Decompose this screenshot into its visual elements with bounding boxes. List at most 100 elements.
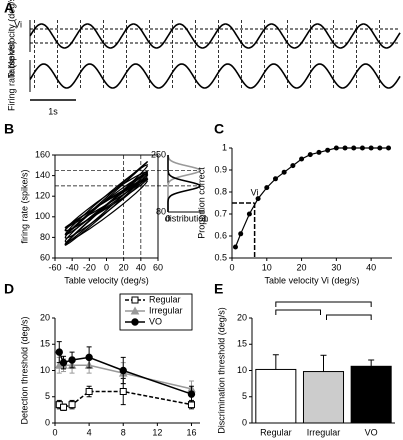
panel-letter: E — [214, 281, 223, 297]
point — [359, 145, 365, 151]
y-tick-label: 0 — [242, 417, 247, 427]
significance-bracket — [275, 309, 321, 315]
point — [264, 185, 270, 191]
point — [85, 388, 93, 395]
legend-frame — [119, 293, 193, 331]
y-tick-label: 20 — [237, 312, 247, 322]
legend-label: VO — [149, 316, 162, 326]
y-tick-label: 5 — [45, 391, 50, 401]
inset-y-tick-label: 80 — [156, 206, 166, 216]
x-tick-label: Irregular — [307, 427, 341, 437]
x-axis-label: Table velocity Vi (deg/s) — [265, 275, 360, 285]
y-tick-label: 60 — [40, 252, 50, 262]
y-tick-label: 140 — [35, 170, 50, 180]
inset-x-tick-label: 0 — [165, 213, 170, 223]
x-tick-label: 20 — [119, 262, 129, 272]
point — [351, 145, 357, 151]
y-axis-label: firing rate (spike/s) — [19, 169, 29, 243]
point — [386, 145, 392, 151]
x-tick-label: 10 — [262, 262, 272, 272]
y-axis-label: Discrimination threshold (deg/s) — [216, 307, 226, 434]
point — [377, 145, 383, 151]
point — [316, 149, 322, 155]
panel-letter: A — [4, 0, 14, 16]
y-tick-label: 20 — [40, 312, 50, 322]
point — [246, 211, 252, 217]
legend-marker — [131, 296, 139, 304]
point — [342, 145, 348, 151]
panel-letter: D — [4, 281, 14, 297]
x-tick-label: 60 — [153, 262, 163, 272]
point — [325, 147, 331, 153]
point — [368, 145, 374, 151]
distribution-curve — [167, 155, 202, 212]
significance-bracket — [275, 301, 372, 307]
point — [59, 358, 68, 367]
x-tick-label: 40 — [366, 262, 376, 272]
y-tick-label: 0 — [45, 417, 50, 427]
point — [299, 156, 305, 162]
legend-label: Irregular — [149, 305, 183, 315]
inset-y-tick-label: 250 — [151, 149, 166, 159]
point — [187, 390, 196, 398]
x-tick-label: 0 — [229, 262, 234, 272]
x-tick-label: 8 — [121, 427, 126, 437]
table-velocity-wave — [29, 23, 401, 49]
point — [307, 152, 313, 158]
point — [281, 169, 287, 175]
response-loop — [64, 161, 149, 236]
y-tick-label: 1 — [222, 142, 227, 152]
panel-letter: C — [214, 121, 224, 137]
bar — [255, 368, 297, 424]
x-tick-label: 12 — [152, 427, 162, 437]
legend-label: Regular — [149, 294, 181, 304]
point — [68, 401, 76, 409]
bar — [350, 365, 392, 424]
point — [232, 244, 238, 250]
response-loop — [64, 178, 149, 243]
x-tick-label: 0 — [52, 427, 57, 437]
y-tick-label: 0.7 — [214, 208, 227, 218]
y-tick-label: 15 — [40, 339, 50, 349]
point — [68, 356, 76, 364]
x-tick-label: -40 — [66, 262, 79, 272]
point — [333, 145, 339, 151]
point — [238, 231, 244, 237]
inset-x-tick-label: 1 — [202, 213, 207, 223]
vi-label: Vi — [251, 187, 259, 197]
y-tick-label: 10 — [237, 365, 247, 375]
series-line — [58, 390, 192, 409]
y-tick-label: 120 — [35, 191, 50, 201]
x-tick-label: Regular — [260, 427, 292, 437]
scale-label: 1s — [48, 106, 58, 116]
y-axis-label: Proportion correct — [196, 167, 206, 239]
significance-bracket — [326, 314, 372, 320]
y-tick-label: 80 — [40, 232, 50, 242]
y-tick-label: 0.5 — [214, 252, 227, 262]
legend-marker — [130, 306, 140, 315]
firing-rate-wave — [29, 63, 401, 89]
y-tick-label: 5 — [242, 391, 247, 401]
point — [60, 403, 68, 411]
y-axis-label: Table velocity (deg/s) — [6, 0, 16, 78]
point — [187, 401, 195, 409]
x-tick-label: -20 — [83, 262, 96, 272]
x-tick-label: 20 — [297, 262, 307, 272]
y-tick-label: 160 — [35, 149, 50, 159]
x-tick-label: -60 — [48, 262, 61, 272]
point — [85, 353, 93, 362]
point — [272, 176, 278, 182]
y-tick-label: 0.6 — [214, 230, 227, 240]
y-axis-label: Detection threshold (deg/s) — [19, 316, 29, 424]
x-tick-label: 16 — [186, 427, 196, 437]
x-axis-label: Table velocity (deg/s) — [64, 275, 149, 285]
y-axis-label: Firing rate (spk/s) — [6, 41, 16, 111]
x-tick-label: VO — [365, 427, 378, 437]
point — [55, 348, 63, 356]
bar — [302, 371, 345, 424]
x-tick-label: 40 — [136, 262, 146, 272]
legend-marker — [131, 318, 139, 326]
point — [119, 366, 127, 375]
x-tick-label: 4 — [87, 427, 92, 437]
